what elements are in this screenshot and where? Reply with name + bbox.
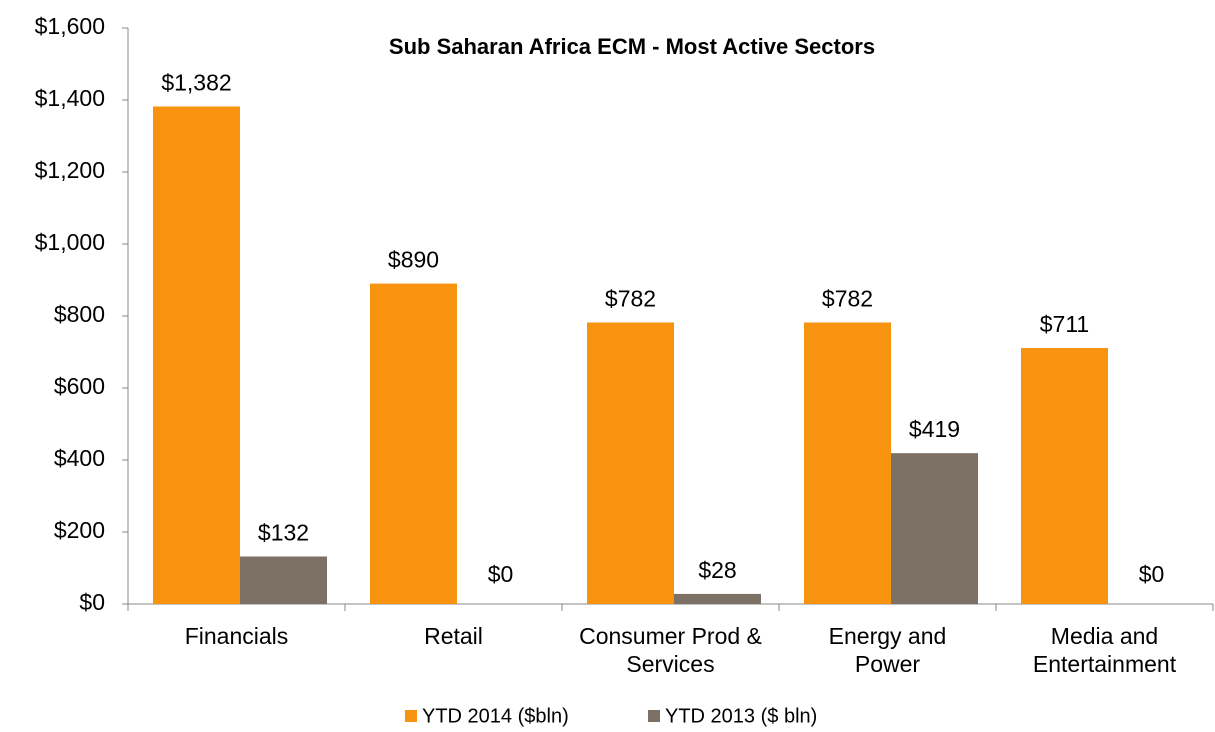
bar xyxy=(240,556,327,604)
bar xyxy=(674,593,761,604)
x-tick-label: Retail xyxy=(424,623,483,649)
data-label: $1,382 xyxy=(161,70,231,96)
bar xyxy=(587,322,674,604)
y-tick-label: $600 xyxy=(54,373,105,399)
legend-label: YTD 2013 ($ bln) xyxy=(665,705,817,727)
data-label: $782 xyxy=(822,286,873,312)
x-tick-label: Energy and Power xyxy=(828,623,947,677)
x-tick-label: Media and Entertainment xyxy=(1032,623,1177,677)
data-label: $782 xyxy=(605,286,656,312)
legend-label: YTD 2014 ($bln) xyxy=(422,705,569,727)
legend-swatch xyxy=(648,710,660,722)
y-tick-label: $800 xyxy=(54,301,105,327)
x-tick-label: Financials xyxy=(184,623,289,649)
data-label: $28 xyxy=(698,557,736,583)
x-tick-label: Consumer Prod & Services xyxy=(579,623,762,677)
data-label: $890 xyxy=(388,247,439,273)
y-tick-label: $1,600 xyxy=(35,13,105,39)
bar xyxy=(370,283,457,604)
y-tick-label: $0 xyxy=(79,589,105,615)
y-tick-label: $400 xyxy=(54,445,105,471)
chart-title: Sub Saharan Africa ECM - Most Active Sec… xyxy=(389,34,875,59)
bar xyxy=(1021,348,1108,604)
data-label: $132 xyxy=(258,520,309,546)
bar xyxy=(153,106,240,604)
bar xyxy=(891,453,978,604)
y-tick-label: $1,000 xyxy=(35,229,105,255)
y-tick-label: $1,400 xyxy=(35,85,105,111)
data-label: $419 xyxy=(909,416,960,442)
y-tick-label: $1,200 xyxy=(35,157,105,183)
data-label: $0 xyxy=(1139,561,1165,587)
data-label: $0 xyxy=(488,561,514,587)
bar xyxy=(804,322,891,604)
data-label: $711 xyxy=(1040,311,1089,337)
legend-swatch xyxy=(405,710,417,722)
y-tick-label: $200 xyxy=(54,517,105,543)
